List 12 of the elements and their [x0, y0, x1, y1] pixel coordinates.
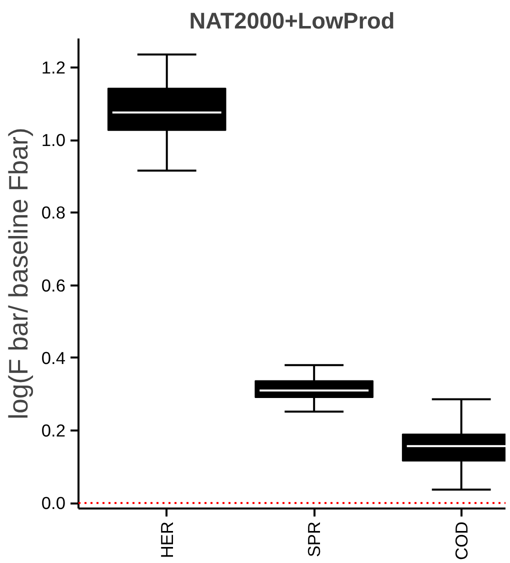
y-tick-label: 0.0	[41, 493, 66, 514]
x-tick-label: SPR	[304, 521, 324, 558]
y-tick-label: 0.6	[41, 275, 66, 296]
chart-title: NAT2000+LowProd	[189, 8, 395, 34]
y-tick-label: 1.0	[41, 130, 66, 150]
x-tick-label: HER	[156, 521, 177, 558]
y-axis-title: log(F bar/ baseline Fbar)	[3, 128, 34, 420]
y-tick-label: 0.2	[41, 420, 66, 440]
y-tick-label: 0.8	[41, 202, 66, 223]
y-tick-label: 0.4	[41, 348, 66, 368]
x-tick-label: COD	[451, 521, 472, 560]
y-tick-label: 1.2	[41, 58, 66, 78]
